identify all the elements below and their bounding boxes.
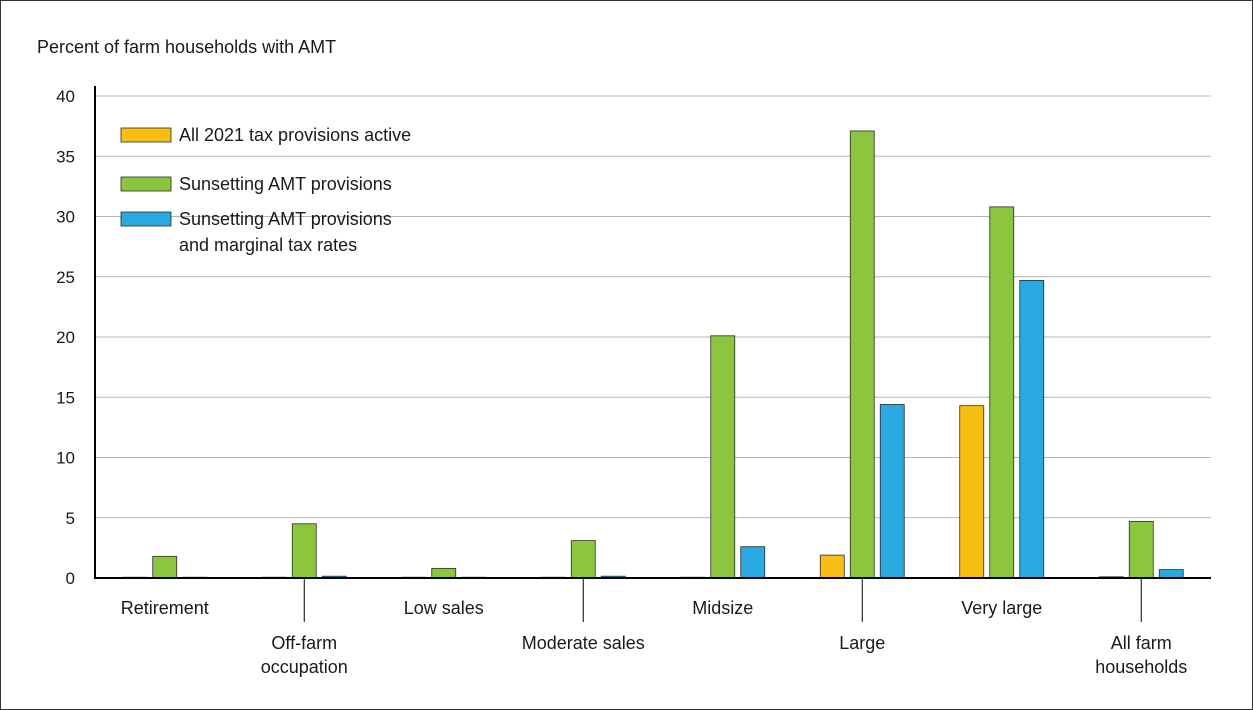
legend-label-line: All 2021 tax provisions active bbox=[179, 125, 411, 145]
bar-series-2-cat-6 bbox=[850, 131, 874, 578]
y-tick-label: 25 bbox=[56, 268, 75, 287]
bar-series-3-cat-7 bbox=[1020, 280, 1044, 578]
y-tick-label: 35 bbox=[56, 147, 75, 166]
category-label: Moderate sales bbox=[522, 633, 645, 653]
category-label-line: Low sales bbox=[404, 598, 484, 618]
legend-label: Sunsetting AMT provisions and marginal ta… bbox=[179, 209, 392, 255]
y-tick-label: 40 bbox=[56, 87, 75, 106]
bar-series-3-cat-8 bbox=[1159, 570, 1183, 578]
category-label: Very large bbox=[961, 598, 1042, 618]
bar-series-2-cat-7 bbox=[990, 207, 1014, 578]
bar-series-3-cat-5 bbox=[741, 547, 765, 578]
category-label-line: Midsize bbox=[692, 598, 753, 618]
y-tick-label: 10 bbox=[56, 449, 75, 468]
bar-series-2-cat-3 bbox=[432, 568, 456, 578]
legend: All 2021 tax provisions active Sunsetting… bbox=[121, 125, 411, 255]
legend-label-line: Sunsetting AMT provisions bbox=[179, 174, 392, 194]
legend-swatch bbox=[121, 177, 171, 191]
category-label-line: Moderate sales bbox=[522, 633, 645, 653]
bar-series-1-cat-6 bbox=[820, 555, 844, 578]
y-tick-label: 5 bbox=[66, 509, 75, 528]
bar-series-2-cat-2 bbox=[292, 524, 316, 578]
bar-series-1-cat-7 bbox=[960, 406, 984, 578]
y-axis-tick-labels: 0 5 10 15 20 25 30 35 40 bbox=[56, 87, 75, 588]
legend-swatch bbox=[121, 212, 171, 226]
legend-label-line: and marginal tax rates bbox=[179, 235, 357, 255]
chart-title: Percent of farm households with AMT bbox=[37, 37, 336, 57]
y-tick-label: 0 bbox=[66, 569, 75, 588]
legend-label-line: Sunsetting AMT provisions bbox=[179, 209, 392, 229]
category-label: Midsize bbox=[692, 598, 753, 618]
category-labels: Retirement Off-farm occupation Low sales Mod… bbox=[121, 578, 1188, 677]
category-label: Retirement bbox=[121, 598, 209, 618]
category-label-line: Off-farm bbox=[271, 633, 337, 653]
bars bbox=[123, 131, 1184, 578]
bar-series-3-cat-6 bbox=[880, 404, 904, 578]
bar-series-2-cat-1 bbox=[153, 556, 177, 578]
legend-label: All 2021 tax provisions active bbox=[179, 125, 411, 145]
category-label: All farm households bbox=[1095, 633, 1187, 677]
category-label-line: All farm bbox=[1111, 633, 1172, 653]
y-tick-label: 15 bbox=[56, 388, 75, 407]
category-label-line: occupation bbox=[261, 657, 348, 677]
y-tick-label: 30 bbox=[56, 208, 75, 227]
category-label: Large bbox=[839, 633, 885, 653]
category-label: Off-farm occupation bbox=[261, 633, 348, 677]
bar-series-2-cat-5 bbox=[711, 336, 735, 578]
category-label: Low sales bbox=[404, 598, 484, 618]
legend-label: Sunsetting AMT provisions bbox=[179, 174, 392, 194]
y-tick-label: 20 bbox=[56, 328, 75, 347]
category-label-line: Large bbox=[839, 633, 885, 653]
bar-series-2-cat-4 bbox=[571, 541, 595, 578]
category-label-line: Very large bbox=[961, 598, 1042, 618]
legend-swatch bbox=[121, 128, 171, 142]
category-label-line: households bbox=[1095, 657, 1187, 677]
bar-series-2-cat-8 bbox=[1129, 521, 1153, 578]
category-label-line: Retirement bbox=[121, 598, 209, 618]
